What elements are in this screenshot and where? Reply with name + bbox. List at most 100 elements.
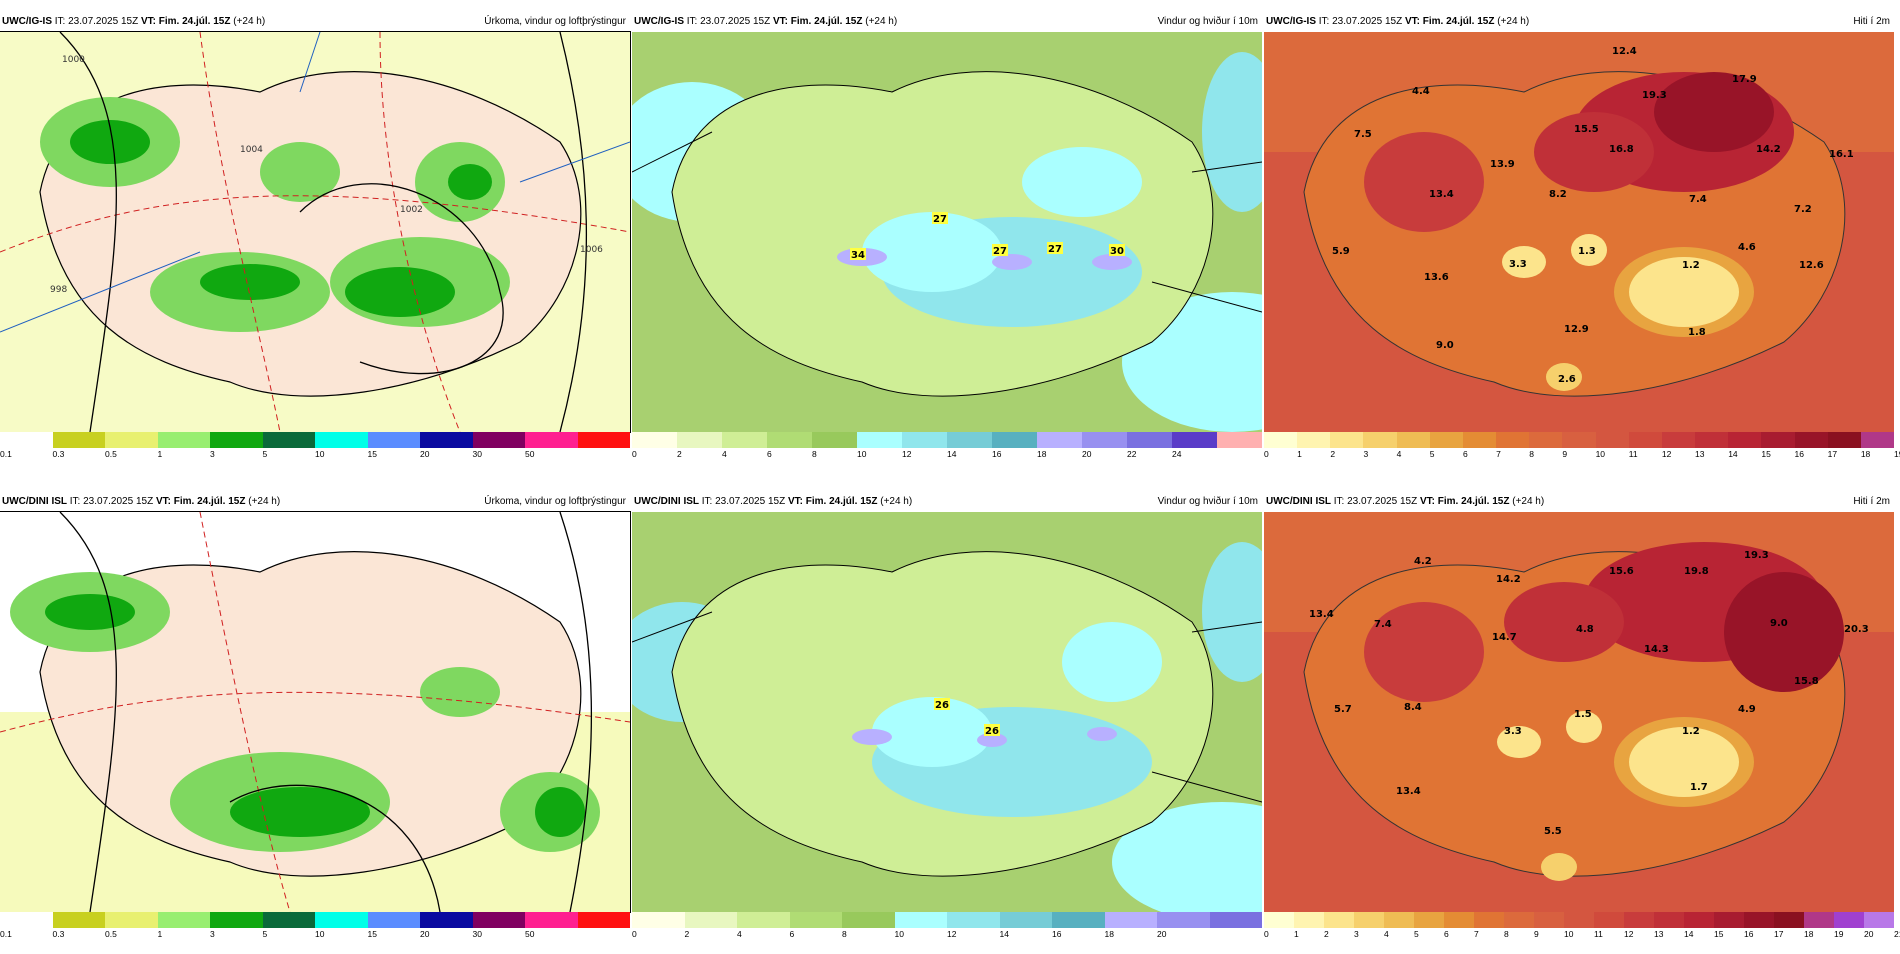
- temp-label: 7.4: [1689, 194, 1707, 205]
- colorbar-tick: 2: [1324, 929, 1329, 939]
- model-name: UWC/DINI ISL: [2, 496, 67, 507]
- colorbar-swatch: [1529, 432, 1563, 448]
- colorbar-tick: 14: [1728, 449, 1738, 459]
- colorbar: 0.1 0.3 0.5 1 3 5 10 15 20 30 50: [0, 912, 630, 940]
- model-name: UWC/DINI ISL: [1266, 496, 1331, 507]
- temp-label: 1.3: [1578, 246, 1596, 257]
- colorbar-swatch: [1864, 912, 1894, 928]
- colorbar-swatch: [1860, 432, 1894, 448]
- lead-time: (+24 h): [1512, 496, 1545, 507]
- panel-title: Hiti í 2m: [1853, 16, 1890, 27]
- colorbar-swatch: [1264, 432, 1298, 448]
- it-value: 23.07.2025 15Z: [715, 496, 786, 507]
- colorbar-tick: 19: [1834, 929, 1844, 939]
- panel-header: UWC/DINI ISL IT: 23.07.2025 15Z VT: Fim.…: [1264, 494, 1894, 510]
- colorbar-swatch: [902, 432, 947, 448]
- colorbar-swatch: [677, 432, 722, 448]
- it-value: 23.07.2025 15Z: [1347, 496, 1418, 507]
- colorbar-swatch: [1594, 912, 1624, 928]
- panel-title: Úrkoma, vindur og loftþrýstingur: [484, 16, 626, 27]
- colorbar-tick: 0: [632, 929, 637, 939]
- colorbar-tick: 14: [999, 929, 1009, 939]
- temp-label: 14.2: [1756, 144, 1781, 155]
- temp-label: 19.8: [1684, 566, 1709, 577]
- colorbar-swatch: [1414, 912, 1444, 928]
- colorbar: 0 2 4 6 8 10 12 14 16 18 20 22 24: [632, 432, 1262, 460]
- temp-label: 2.6: [1558, 374, 1576, 385]
- colorbar-tick: 10: [315, 449, 325, 459]
- temp-label: 19.3: [1642, 90, 1667, 101]
- colorbar-swatch: [1396, 432, 1430, 448]
- colorbar-tick: 11: [1628, 449, 1638, 459]
- panel-title: Vindur og hviður í 10m: [1157, 16, 1258, 27]
- panel-temp-igis: UWC/IG-IS IT: 23.07.2025 15Z VT: Fim. 24…: [1264, 14, 1900, 474]
- temp-map: 12.4 4.4 19.3 17.9 7.5 15.5 16.8 14.2 16…: [1264, 32, 1894, 432]
- isobar-label: 1006: [580, 245, 603, 255]
- colorbar-swatch: [262, 432, 315, 448]
- colorbar-tick: 0.1: [0, 929, 12, 939]
- temp-label: 16.8: [1609, 144, 1634, 155]
- vt-value: Fim. 24.júl. 15Z: [158, 16, 231, 27]
- temp-label: 5.7: [1334, 704, 1352, 715]
- colorbar-swatch: [737, 912, 790, 928]
- panel-header: UWC/DINI ISL IT: 23.07.2025 15Z VT: Fim.…: [0, 494, 630, 510]
- gust-label: 27: [933, 214, 947, 225]
- temp-label: 1.7: [1690, 782, 1708, 793]
- colorbar-tick: 0: [1264, 449, 1269, 459]
- colorbar-tick: 20: [1864, 929, 1874, 939]
- it-label: IT:: [69, 496, 81, 507]
- temp-label: 4.6: [1738, 242, 1756, 253]
- colorbar-tick: 3: [1363, 449, 1369, 459]
- colorbar-swatch: [262, 912, 315, 928]
- colorbar-tick: 12: [947, 929, 957, 939]
- it-label: IT:: [54, 16, 66, 27]
- colorbar-swatch: [1217, 432, 1262, 448]
- colorbar-swatch: [1744, 912, 1774, 928]
- panel-temp-dini: UWC/DINI ISL IT: 23.07.2025 15Z VT: Fim.…: [1264, 494, 1900, 954]
- colorbar-tick: 15: [367, 449, 377, 459]
- lead-time: (+24 h): [880, 496, 913, 507]
- colorbar-tick: 20: [420, 449, 430, 459]
- temp-label: 8.2: [1549, 189, 1567, 200]
- panel-header: UWC/IG-IS IT: 23.07.2025 15Z VT: Fim. 24…: [1264, 14, 1894, 30]
- temp-label: 3.3: [1509, 259, 1527, 270]
- colorbar-tick: 14: [1684, 929, 1694, 939]
- colorbar-tick: 16: [992, 449, 1002, 459]
- precip-map: 1000 1002 1004 1006 998: [0, 31, 631, 433]
- temp-label: 8.4: [1404, 702, 1422, 713]
- colorbar-tick: 5: [1429, 449, 1435, 459]
- colorbar-swatch: [525, 912, 578, 928]
- colorbar-swatch: [767, 432, 812, 448]
- temp-map: 4.2 14.2 15.6 19.8 19.3 13.4 7.4 4.8 14.…: [1264, 512, 1894, 912]
- colorbar-tick: 0: [1264, 929, 1269, 939]
- model-name: UWC/IG-IS: [634, 16, 684, 27]
- colorbar-swatch: [1794, 432, 1828, 448]
- colorbar-tick: 8: [1504, 929, 1509, 939]
- colorbar-tick: 8: [842, 929, 847, 939]
- it-value: 23.07.2025 15Z: [83, 496, 154, 507]
- temp-label: 7.4: [1374, 619, 1392, 630]
- panel-title: Hiti í 2m: [1853, 496, 1890, 507]
- colorbar-tick: 6: [1444, 929, 1449, 939]
- colorbar-swatch: [0, 432, 53, 448]
- vt-value: Fim. 24.júl. 15Z: [173, 496, 246, 507]
- colorbar-swatch: [367, 432, 420, 448]
- colorbar-swatch: [1504, 912, 1534, 928]
- colorbar-tick: 4: [1396, 449, 1402, 459]
- colorbar-swatch: [210, 912, 263, 928]
- isobar-label: 1004: [240, 145, 263, 155]
- panel-precip-dini: UWC/DINI ISL IT: 23.07.2025 15Z VT: Fim.…: [0, 494, 631, 954]
- colorbar-tick: 15: [1714, 929, 1724, 939]
- temp-label: 9.0: [1436, 340, 1454, 351]
- it-label: IT:: [1333, 496, 1345, 507]
- precip-map: [0, 511, 631, 913]
- colorbar-swatch: [1462, 432, 1497, 448]
- temp-label: 14.7: [1492, 632, 1517, 643]
- gust-label: 27: [1048, 244, 1062, 255]
- colorbar-tick: 18: [1804, 929, 1814, 939]
- colorbar-swatch: [632, 912, 685, 928]
- temp-label: 1.2: [1682, 726, 1700, 737]
- colorbar-swatch: [1496, 432, 1530, 448]
- colorbar-tick: 24: [1172, 449, 1182, 459]
- colorbar-swatch: [1444, 912, 1474, 928]
